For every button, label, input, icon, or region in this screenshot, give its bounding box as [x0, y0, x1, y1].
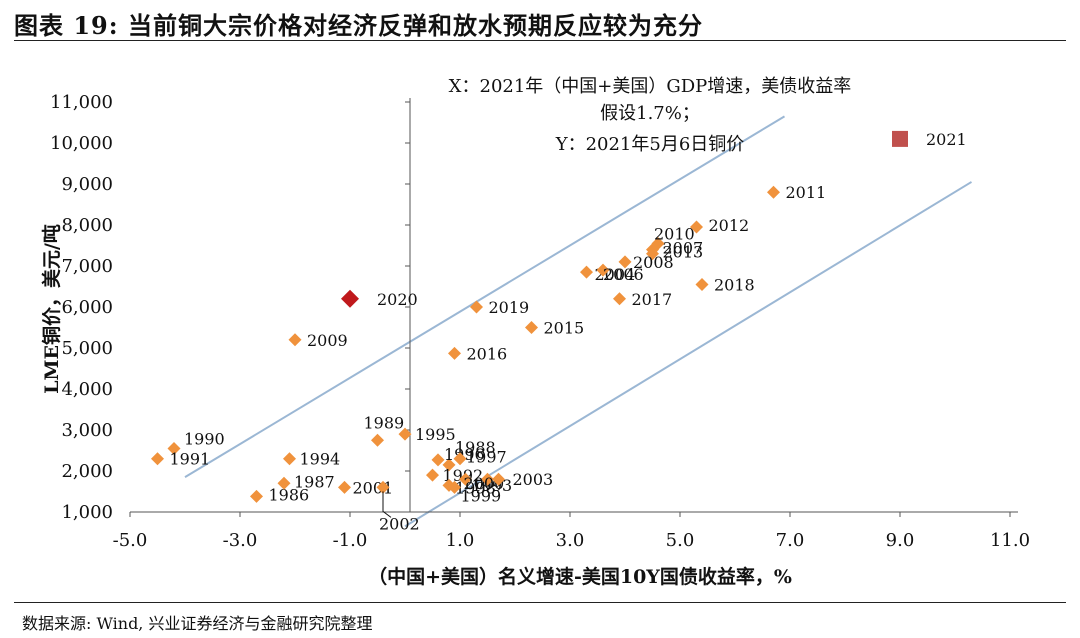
data-point-1994 [283, 452, 296, 466]
point-label-1999: 1999 [461, 486, 502, 505]
point-label-1988: 1988 [455, 438, 496, 457]
data-point-2019 [470, 300, 483, 314]
point-label-1997: 1997 [466, 448, 507, 467]
data-point-2004 [580, 265, 593, 279]
data-point-2003 [492, 472, 505, 486]
y-tick-label: 1,000 [61, 502, 113, 523]
data-point-1995 [398, 427, 412, 441]
point-label-1989: 1989 [364, 413, 405, 432]
point-label-2013: 2013 [663, 243, 704, 262]
data-point-2018 [695, 277, 709, 291]
point-label-2018: 2018 [714, 275, 755, 294]
annotation-line-2: 假设1.7%； [600, 103, 700, 124]
highlight-point-2021 [892, 130, 908, 147]
x-tick-label: -5.0 [113, 530, 148, 551]
point-label-2009: 2009 [307, 331, 348, 350]
x-tick-label: -1.0 [333, 530, 368, 551]
data-point-2008 [618, 255, 632, 269]
data-point-2006 [596, 263, 610, 277]
x-tick-label: 7.0 [776, 530, 805, 551]
data-point-2001 [338, 480, 351, 494]
data-point-1986 [250, 489, 263, 503]
data-point-2000 [481, 472, 494, 486]
x-axis-title: （中国+美国）名义增速-美国10Y国债收益率，% [368, 565, 792, 588]
point-label-2012: 2012 [709, 216, 750, 235]
point-label-1990: 1990 [184, 429, 225, 448]
source-note: 数据来源: Wind, 兴业证券经济与金融研究院整理 [22, 614, 373, 633]
y-tick-label: 10,000 [50, 133, 113, 154]
y-tick-label: 6,000 [61, 297, 113, 318]
y-tick-label: 3,000 [61, 420, 113, 441]
point-label-1994: 1994 [300, 450, 341, 469]
y-tick-label: 5,000 [61, 338, 113, 359]
point-label-2007: 2007 [663, 239, 704, 258]
data-point-2013 [646, 243, 659, 257]
x-tick-label: 3.0 [556, 530, 585, 551]
x-tick-label: -3.0 [223, 530, 258, 551]
highlight-point-2020 [341, 289, 359, 308]
point-label-2003: 2003 [513, 470, 554, 489]
x-tick-label: 1.0 [446, 530, 475, 551]
x-tick-label: 5.0 [666, 530, 695, 551]
point-label-1987: 1987 [294, 472, 335, 491]
data-point-1990 [167, 441, 181, 455]
point-label-2015: 2015 [544, 319, 585, 338]
y-tick-label: 7,000 [61, 256, 113, 277]
annotation-line-1: X：2021年（中国+美国）GDP增速，美债收益率 [449, 76, 852, 97]
point-label-1991: 1991 [170, 450, 211, 469]
data-point-2012 [690, 220, 703, 234]
data-point-2017 [613, 292, 626, 306]
data-point-2009 [288, 333, 302, 347]
data-point-2011 [767, 185, 780, 199]
band-line-2 [404, 181, 973, 528]
data-point-1989 [371, 433, 384, 447]
data-point-2016 [448, 346, 461, 360]
x-tick-label: 11.0 [990, 530, 1030, 551]
annotation-line-3: Y：2021年5月6日铜价 [555, 134, 745, 155]
scatter-chart: -5.0 -3.0 -1.0 1.0 3.0 5.0 7.0 9.0 11.0 1,000 2,00… [40, 76, 1030, 588]
point-label-2006: 2006 [603, 265, 644, 284]
data-point-1997 [453, 452, 467, 466]
data-point-1999 [448, 480, 461, 494]
point-label-1986: 1986 [269, 485, 310, 504]
data-point-2002 [376, 480, 390, 494]
y-tick-label: 11,000 [50, 92, 113, 113]
point-label-2010: 2010 [654, 224, 695, 243]
y-axis-title: LME铜价，美元/吨 [40, 224, 63, 394]
data-point-1991 [151, 452, 164, 466]
data-point-1993 [459, 472, 472, 486]
band-line-1 [184, 115, 786, 479]
point-label-2017: 2017 [632, 290, 673, 309]
point-label-2011: 2011 [786, 183, 827, 202]
data-point-1988 [442, 458, 456, 472]
point-label-2008: 2008 [633, 253, 674, 272]
point-label-1995: 1995 [415, 425, 456, 444]
leader-line-2002 [382, 491, 392, 518]
point-label-2016: 2016 [467, 344, 508, 363]
y-tick-label: 9,000 [61, 174, 113, 195]
data-point-1996 [431, 453, 445, 467]
point-label-2002: 2002 [379, 514, 420, 533]
y-tick-label: 8,000 [61, 215, 113, 236]
highlight-label-2021: 2021 [926, 130, 967, 149]
y-tick-label: 2,000 [61, 461, 113, 482]
data-point-1987 [277, 476, 291, 490]
y-tick-label: 4,000 [61, 379, 113, 400]
data-point-1992 [426, 468, 439, 482]
x-tick-label: 9.0 [886, 530, 915, 551]
bottom-rule [14, 602, 1066, 603]
figure-title: 图表 19: 当前铜大宗价格对经济反弹和放水预期反应较为充分 [14, 11, 703, 40]
top-rule [14, 40, 1066, 41]
point-label-2019: 2019 [489, 298, 530, 317]
data-point-2015 [525, 321, 538, 334]
highlight-label-2020: 2020 [377, 290, 418, 309]
